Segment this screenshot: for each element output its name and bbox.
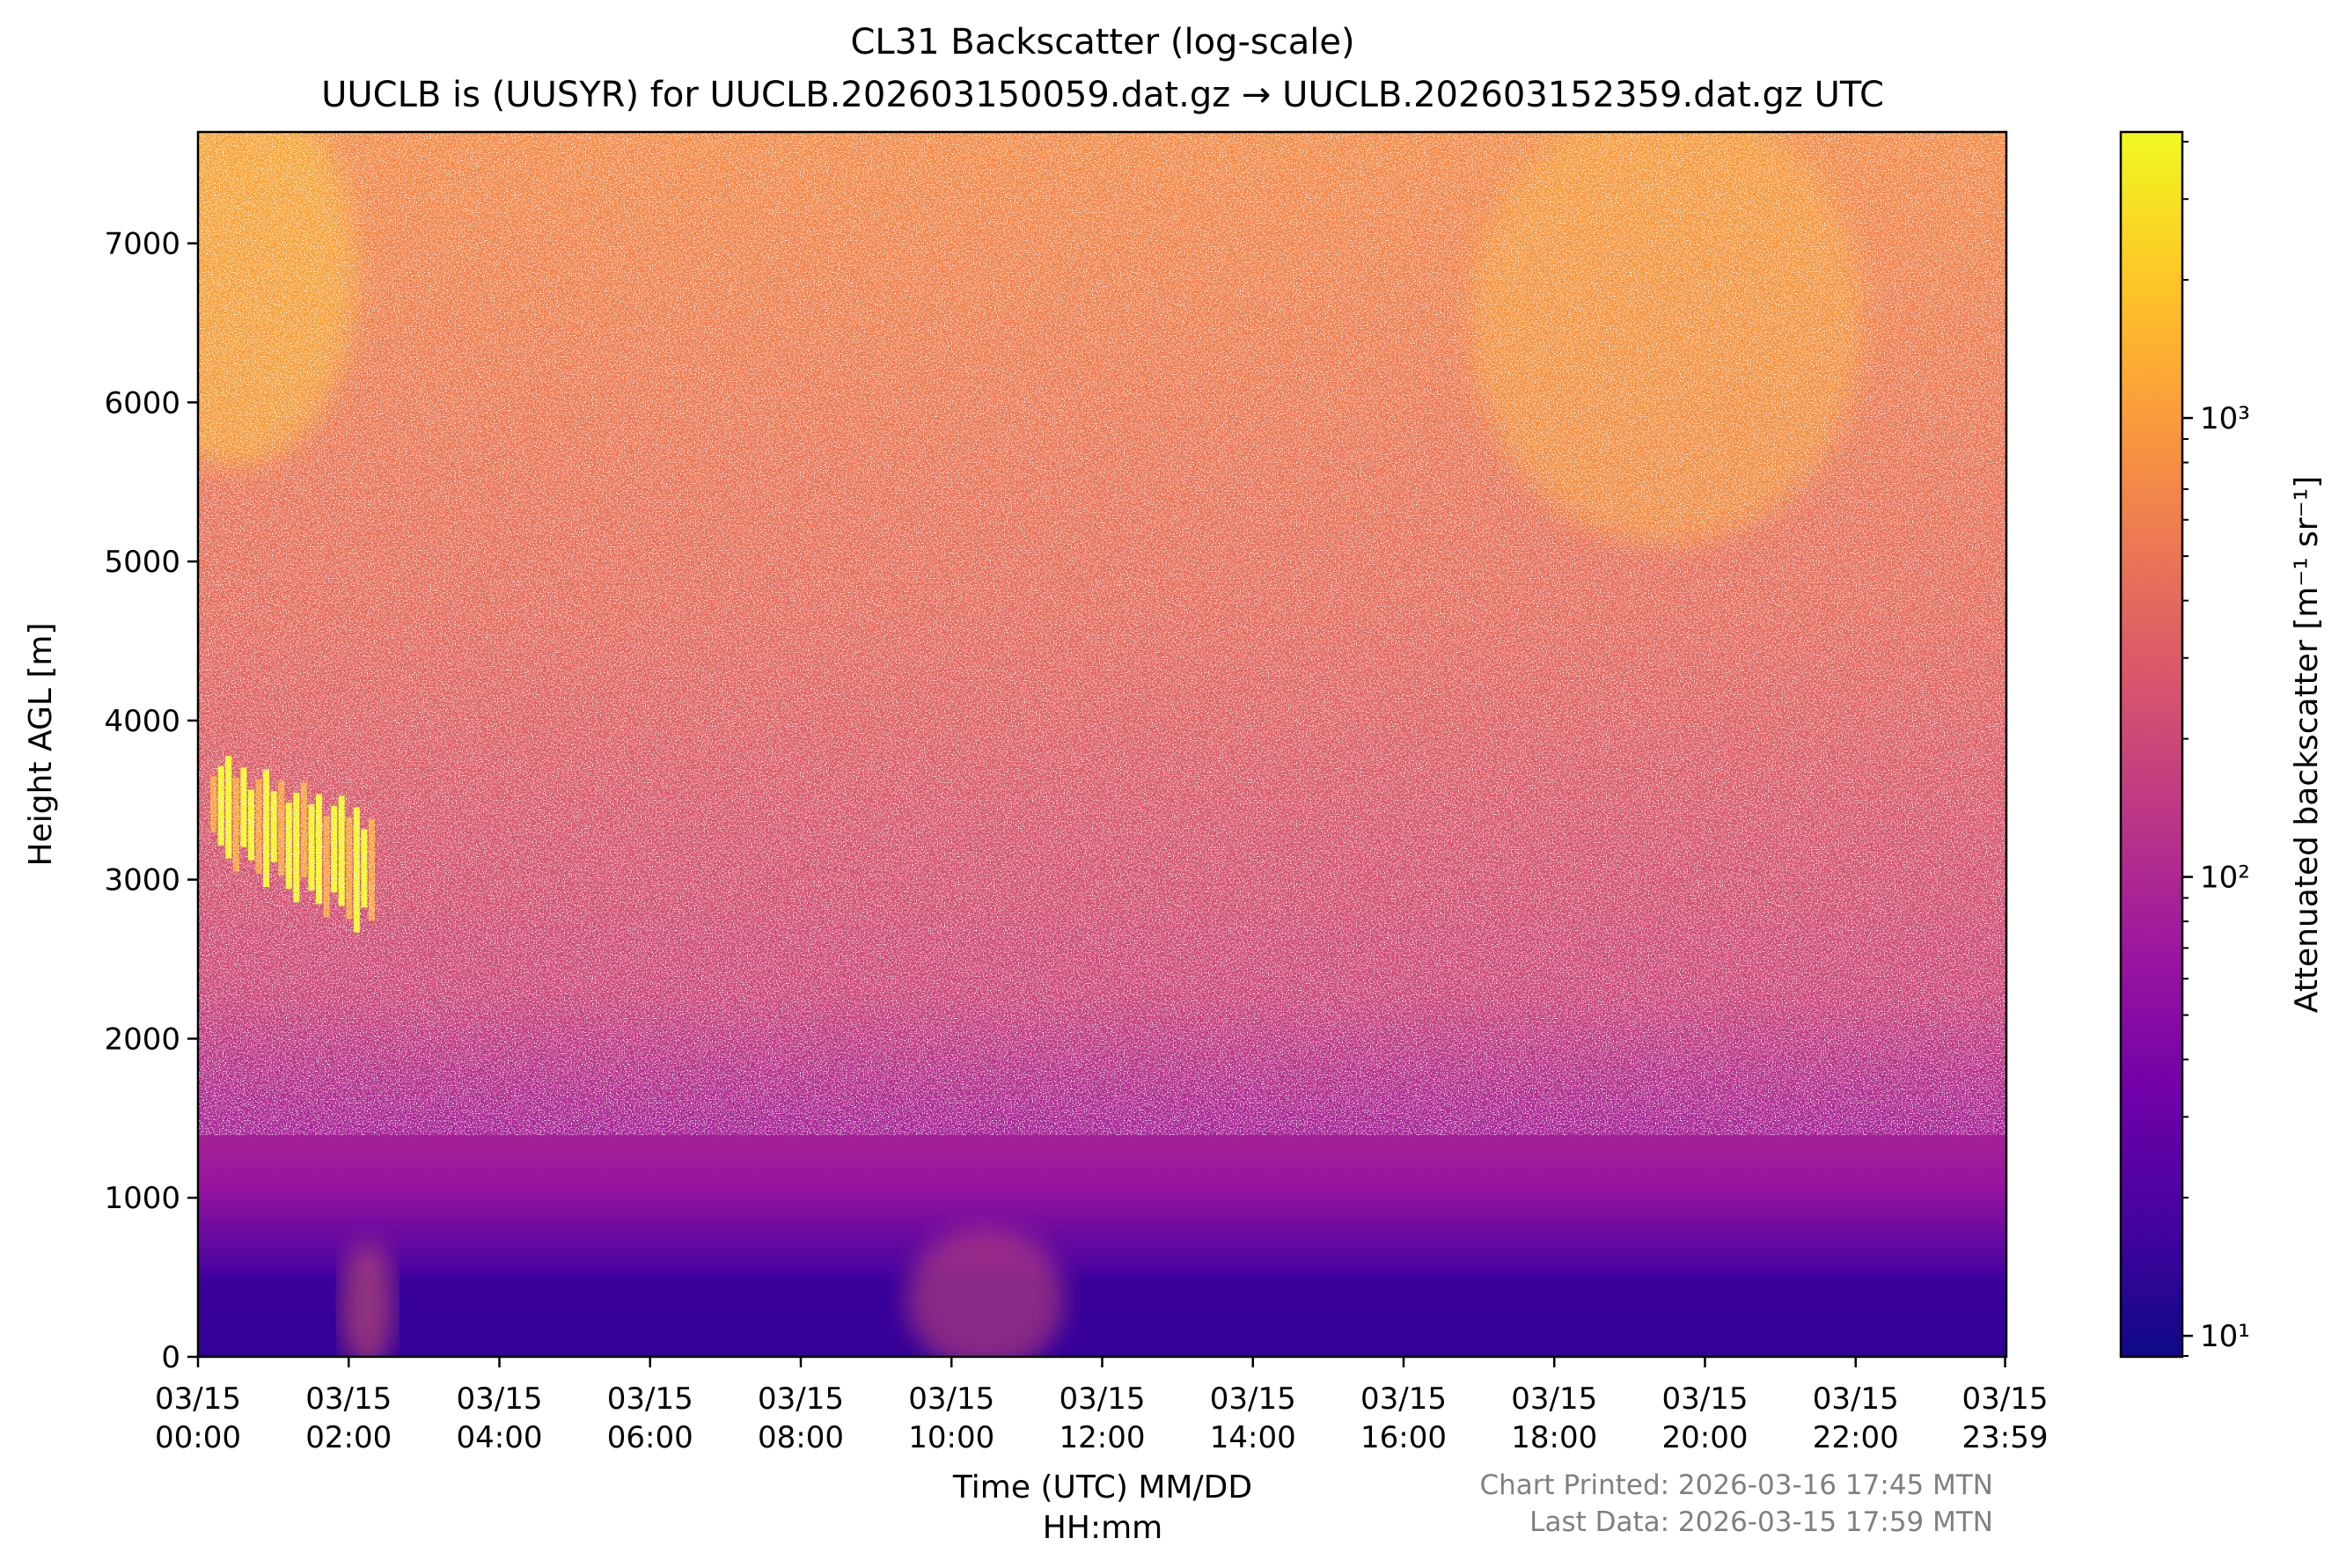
last-data-note: Last Data: 2026-03-15 17:59 MTN [1529, 1506, 1993, 1538]
x-axis: 03/1500:0003/1502:0003/1504:0003/1506:00… [155, 1357, 2049, 1455]
x-tick-date: 03/15 [305, 1381, 392, 1417]
chart-title: CL31 Backscatter (log-scale) [850, 22, 1354, 62]
x-tick-time: 14:00 [1210, 1420, 1296, 1455]
y-axis: 0 1000 2000 3000 4000 5000 6000 7000 [104, 227, 198, 1375]
noise-speckle [198, 132, 2006, 1135]
x-tick-date: 03/15 [1210, 1381, 1296, 1417]
y-axis-label: Height AGL [m] [23, 623, 59, 867]
colorbar-ticks: 10¹ 10² 10³ [2182, 141, 2250, 1357]
colorbar-tick-label: 10¹ [2200, 1319, 2250, 1354]
y-tick-label: 4000 [104, 704, 180, 739]
colorbar-gradient [2119, 130, 2184, 1359]
x-tick-date: 03/15 [908, 1381, 994, 1417]
chart-printed-note: Chart Printed: 2026-03-16 17:45 MTN [1480, 1469, 1993, 1501]
x-tick-date: 03/15 [1813, 1381, 1899, 1417]
x-tick-time: 18:00 [1511, 1420, 1597, 1455]
x-tick-date: 03/15 [155, 1381, 241, 1417]
colorbar-label: Attenuated backscatter [m⁻¹ sr⁻¹] [2289, 476, 2325, 1013]
x-tick-date: 03/15 [607, 1381, 693, 1417]
y-tick-label: 1000 [104, 1181, 180, 1216]
x-tick-date: 03/15 [1060, 1381, 1146, 1417]
chart-subtitle: UUCLB is (UUSYR) for UUCLB.202603150059.… [321, 75, 1884, 115]
y-tick-label: 6000 [104, 385, 180, 421]
x-tick-time: 08:00 [758, 1420, 844, 1455]
x-tick-time: 16:00 [1360, 1420, 1447, 1455]
x-tick-time: 02:00 [305, 1420, 392, 1455]
x-tick-time: 23:59 [1962, 1420, 2049, 1455]
x-axis-label-line2: HH:mm [1043, 1510, 1162, 1546]
x-tick-time: 04:00 [457, 1420, 543, 1455]
colorbar-tick-label: 10² [2200, 861, 2250, 896]
y-tick-label: 3000 [104, 863, 180, 898]
x-tick-date: 03/15 [1360, 1381, 1447, 1417]
x-tick-time: 00:00 [155, 1420, 241, 1455]
x-tick-time: 22:00 [1813, 1420, 1899, 1455]
feature-aerosol-plume [341, 1242, 394, 1357]
x-tick-date: 03/15 [457, 1381, 543, 1417]
x-tick-date: 03/15 [758, 1381, 844, 1417]
x-tick-time: 12:00 [1060, 1420, 1146, 1455]
y-tick-label: 0 [161, 1340, 180, 1375]
colorbar-tick-label: 10³ [2200, 401, 2250, 436]
x-tick-date: 03/15 [1511, 1381, 1597, 1417]
backscatter-heatmap [198, 132, 2006, 1357]
x-tick-time: 20:00 [1662, 1420, 1749, 1455]
feature-aerosol-plume [906, 1227, 1065, 1357]
y-tick-label: 7000 [104, 227, 180, 262]
x-tick-date: 03/15 [1662, 1381, 1749, 1417]
colorbar: 10¹ 10² 10³ Attenuated backscatter [m⁻¹ sr… [2119, 130, 2325, 1359]
y-tick-label: 5000 [104, 545, 180, 580]
x-axis-label: Time (UTC) MM/DD [952, 1469, 1252, 1506]
x-tick-time: 06:00 [607, 1420, 693, 1455]
x-tick-time: 10:00 [908, 1420, 994, 1455]
feature-boundary-layer [198, 1277, 2006, 1357]
x-tick-date: 03/15 [1962, 1381, 2049, 1417]
y-tick-label: 2000 [104, 1022, 180, 1057]
